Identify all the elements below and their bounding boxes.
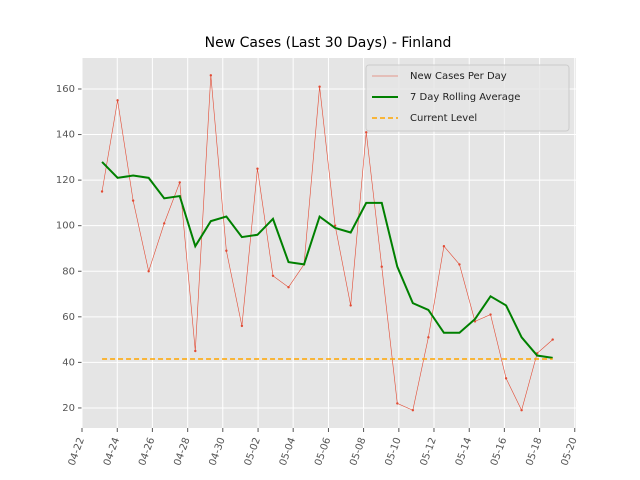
point <box>551 338 554 341</box>
x-tick-label: 05-18 <box>524 436 544 467</box>
point <box>100 190 104 193</box>
point <box>287 285 290 289</box>
point <box>349 304 352 307</box>
y-tick-label: 100 <box>56 221 75 232</box>
x-tick-label: 05-20 <box>559 436 579 467</box>
x-tick-label: 04-30 <box>207 436 227 467</box>
x-tick-label: 04-26 <box>137 436 157 467</box>
y-tick-label: 120 <box>56 175 75 186</box>
x-tick-label: 05-08 <box>348 436 368 467</box>
point <box>380 265 383 268</box>
point <box>163 222 166 225</box>
x-tick-label: 05-16 <box>489 436 509 467</box>
point <box>225 249 228 252</box>
y-tick-label: 20 <box>62 403 75 414</box>
point <box>256 167 259 170</box>
chart-title: New Cases (Last 30 Days) - Finland <box>205 35 452 51</box>
legend-label: 7 Day Rolling Average <box>410 92 520 103</box>
point <box>131 199 135 202</box>
x-tick-label: 05-02 <box>243 436 263 467</box>
point <box>116 99 119 102</box>
point <box>427 336 430 339</box>
y-tick-label: 40 <box>62 357 75 368</box>
x-tick-label: 04-22 <box>67 436 87 467</box>
point <box>209 74 213 77</box>
point <box>271 274 275 278</box>
point <box>194 349 197 353</box>
legend-label: New Cases Per Day <box>410 71 507 82</box>
point <box>240 324 244 328</box>
legend-box <box>365 64 570 132</box>
point <box>411 409 415 412</box>
point <box>504 377 508 380</box>
point <box>318 85 321 88</box>
point <box>520 409 523 412</box>
series-line <box>101 75 553 412</box>
point <box>458 263 461 266</box>
x-tick-label: 05-04 <box>278 436 298 467</box>
point <box>489 313 492 316</box>
point <box>442 244 446 248</box>
x-tick-label: 05-14 <box>454 436 474 467</box>
x-tick-label: 05-06 <box>313 436 333 467</box>
y-tick-label: 60 <box>62 312 75 323</box>
legend-label: Current Level <box>410 113 477 124</box>
x-tick-label: 05-10 <box>384 436 404 467</box>
series-line <box>101 161 553 359</box>
x-tick-label: 04-24 <box>102 436 122 467</box>
x-tick-label: 05-12 <box>419 436 439 467</box>
x-tick-label: 04-28 <box>172 436 192 467</box>
point <box>396 402 399 405</box>
point <box>365 131 368 134</box>
point <box>147 270 150 273</box>
y-tick-label: 140 <box>56 130 75 141</box>
y-tick-label: 80 <box>62 266 75 277</box>
y-tick-label: 160 <box>56 84 75 95</box>
point <box>178 181 181 184</box>
